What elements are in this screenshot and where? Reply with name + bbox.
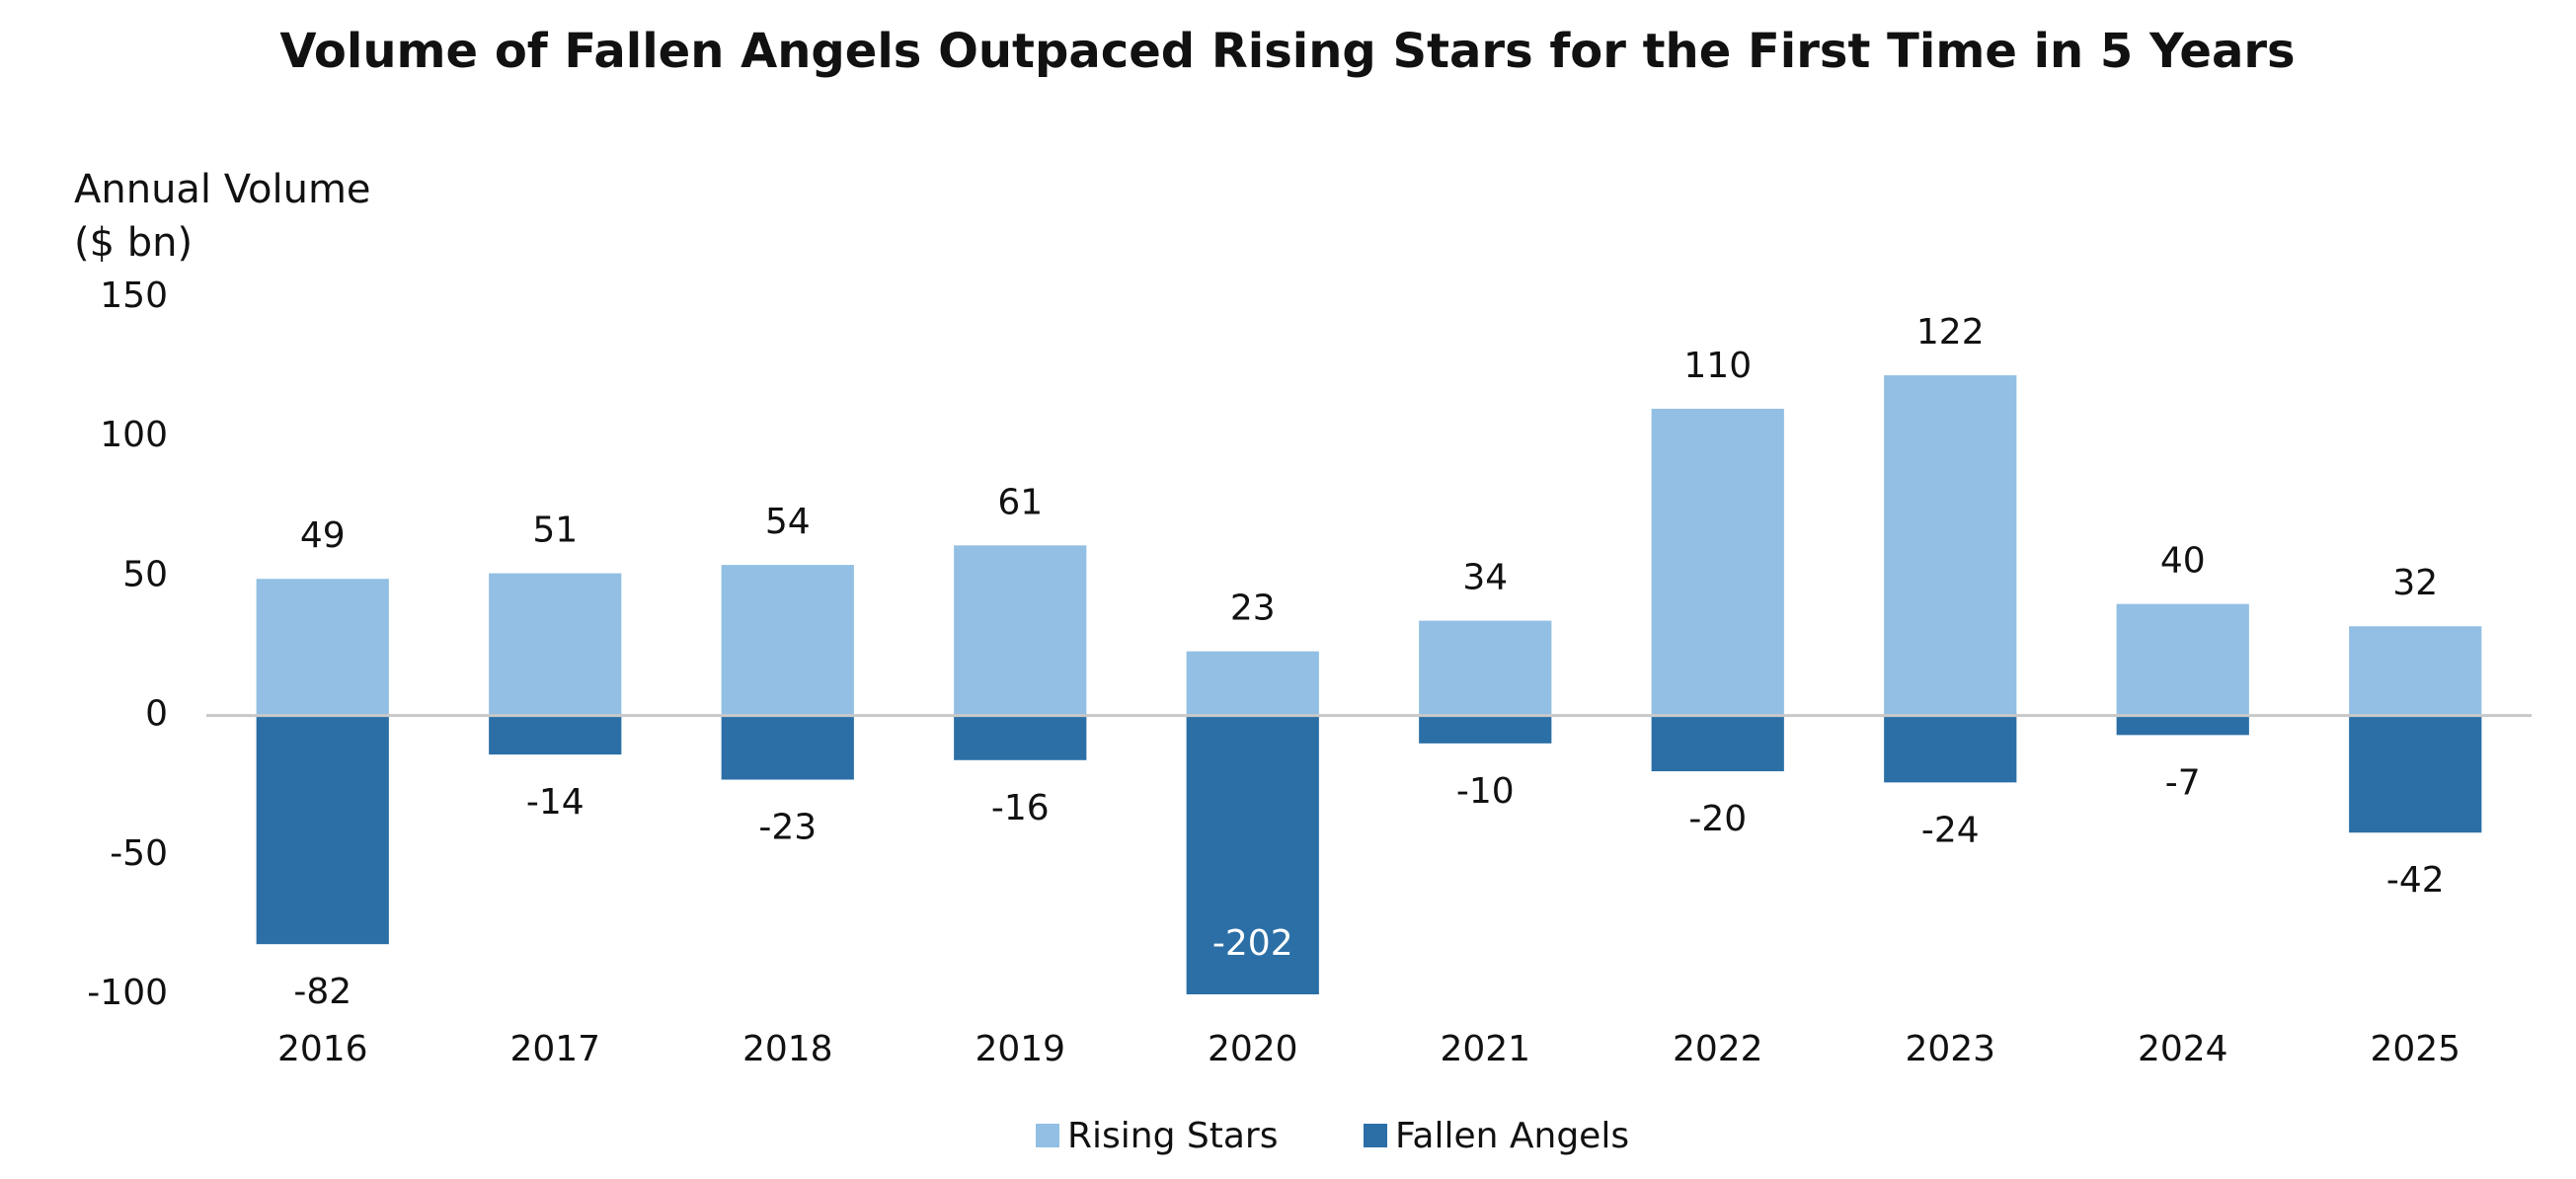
x-tick-label: 2020 [1208, 1029, 1298, 1069]
bar [2116, 603, 2249, 716]
y-axis-title: ($ bn) [74, 220, 193, 266]
x-tick-label: 2018 [742, 1029, 833, 1069]
bar [489, 715, 622, 755]
x-tick-label: 2021 [1440, 1029, 1530, 1069]
chart-title: Volume of Fallen Angels Outpaced Rising … [279, 24, 2295, 79]
bar [1884, 375, 2017, 716]
x-tick-label: 2022 [1673, 1029, 1763, 1069]
data-label: -16 [991, 788, 1050, 828]
bar [954, 715, 1087, 760]
bar [489, 573, 622, 716]
bar [1651, 408, 1784, 716]
x-tick-label: 2023 [1905, 1029, 1995, 1069]
legend-label: Fallen Angels [1395, 1116, 1629, 1156]
bar [2116, 715, 2249, 736]
x-tick-label: 2025 [2370, 1029, 2460, 1069]
y-tick-label: -100 [87, 973, 168, 1013]
bar [2349, 626, 2482, 716]
data-label: -23 [758, 808, 817, 848]
bar [1419, 620, 1552, 716]
bar [721, 715, 854, 780]
bar [256, 579, 389, 716]
bar [1651, 715, 1784, 772]
legend-swatch [1364, 1124, 1387, 1147]
legend-swatch [1036, 1124, 1059, 1147]
x-tick-label: 2024 [2138, 1029, 2228, 1069]
data-label: 49 [300, 515, 346, 556]
bar [1186, 715, 1319, 994]
data-label: -20 [1688, 799, 1747, 839]
y-tick-label: 50 [122, 554, 168, 594]
bar [954, 545, 1087, 716]
y-tick-label: 150 [100, 275, 168, 316]
bar [1186, 651, 1319, 716]
y-tick-label: -50 [110, 833, 168, 874]
data-label: 23 [1230, 589, 1276, 629]
data-label: -7 [2165, 762, 2201, 803]
y-tick-label: 100 [100, 415, 168, 455]
data-label: -202 [1212, 923, 1293, 964]
x-tick-label: 2017 [509, 1029, 600, 1069]
bar [1884, 715, 2017, 783]
data-label: -82 [293, 972, 351, 1012]
data-label: 54 [765, 502, 811, 542]
data-label: 122 [1916, 312, 1985, 353]
y-tick-label: 0 [145, 694, 168, 735]
bar [256, 715, 389, 945]
data-label: 61 [997, 482, 1043, 522]
data-label: 51 [532, 511, 578, 551]
x-tick-label: 2016 [277, 1029, 368, 1069]
data-label: 110 [1683, 346, 1752, 386]
data-label: 34 [1462, 558, 1508, 598]
data-label: 40 [2160, 541, 2206, 582]
data-label: -24 [1921, 810, 1980, 850]
data-label: 32 [2392, 563, 2438, 603]
bar [1419, 715, 1552, 744]
bar [721, 565, 854, 716]
data-label: -42 [2386, 860, 2445, 901]
legend-label: Rising Stars [1067, 1116, 1278, 1156]
x-tick-label: 2019 [975, 1029, 1065, 1069]
y-axis-title: Annual Volume [74, 167, 371, 212]
bar [2349, 715, 2482, 833]
data-label: -14 [526, 782, 585, 823]
data-label: -10 [1456, 771, 1515, 812]
